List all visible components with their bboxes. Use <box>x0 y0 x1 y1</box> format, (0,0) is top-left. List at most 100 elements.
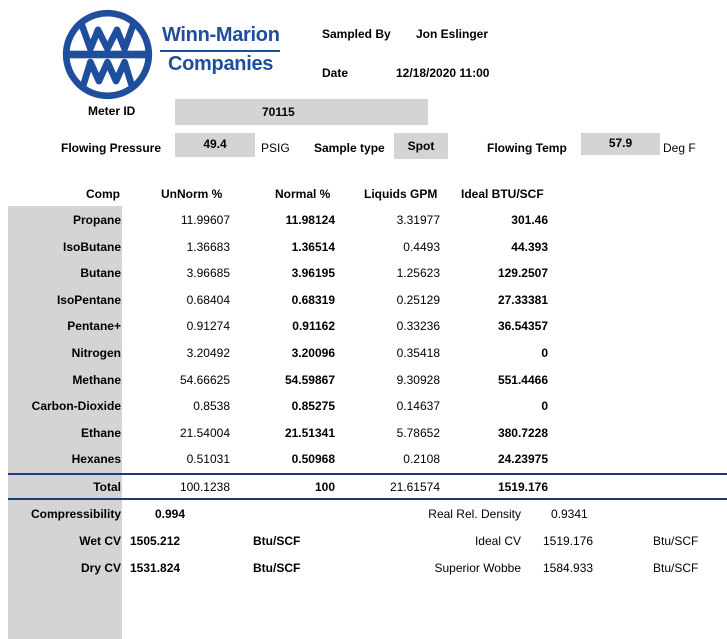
unnorm-value: 0.51031 <box>186 452 230 467</box>
component-name: Hexanes <box>71 452 121 467</box>
normal-value: 0.85275 <box>291 399 335 414</box>
component-name: IsoButane <box>62 239 121 254</box>
superior-wobbe-value: 1584.933 <box>543 561 594 575</box>
real-rel-density-label: Real Rel. Density <box>428 507 521 521</box>
component-name: Butane <box>80 266 121 281</box>
ideal-cv-value: 1519.176 <box>543 534 594 548</box>
component-name: Nitrogen <box>71 346 121 360</box>
liquids-gpm-value: 9.30928 <box>396 372 440 387</box>
date-label: Date <box>322 66 349 80</box>
sample-type-value: Spot <box>394 133 448 159</box>
total-liquids-gpm: 21.61574 <box>389 480 440 494</box>
normal-value: 21.51341 <box>284 425 335 440</box>
header-comp: Comp <box>86 187 120 201</box>
normal-value: 0.68319 <box>291 292 335 307</box>
table-row: Ethane 21.54004 21.51341 5.78652 380.7228 <box>0 420 727 446</box>
compressibility-value: 0.994 <box>155 507 186 521</box>
component-name: Ethane <box>80 425 121 440</box>
total-row: Total 100.1238 100 21.61574 1519.176 <box>0 474 727 500</box>
company-name-underline <box>160 50 280 52</box>
meter-id-field: 70115 <box>175 99 428 125</box>
liquids-gpm-value: 0.35418 <box>396 346 440 360</box>
table-row: Pentane+ 0.91274 0.91162 0.33236 36.54357 <box>0 313 727 339</box>
liquids-gpm-value: 0.4493 <box>403 239 440 254</box>
total-label: Total <box>93 480 121 494</box>
normal-value: 0.91162 <box>292 319 335 334</box>
ideal-btu-value: 551.4466 <box>497 372 548 387</box>
company-name-line1: Winn-Marion <box>162 24 280 46</box>
normal-value: 3.96195 <box>291 266 335 281</box>
unnorm-value: 54.66625 <box>179 372 230 387</box>
wet-cv-label: Wet CV <box>79 534 121 548</box>
wet-cv-value: 1505.212 <box>130 534 181 548</box>
compressibility-label: Compressibility <box>30 507 121 521</box>
total-bottom-rule <box>8 498 727 500</box>
normal-value: 3.20096 <box>291 346 335 360</box>
total-top-rule <box>8 473 727 475</box>
unnorm-value: 0.8538 <box>193 399 230 414</box>
ideal-btu-value: 0 <box>541 346 548 360</box>
ideal-btu-value: 44.393 <box>511 239 548 254</box>
meter-id-label: Meter ID <box>88 104 136 118</box>
superior-wobbe-label: Superior Wobbe <box>434 561 522 575</box>
table-row: Butane 3.96685 3.96195 1.25623 129.2507 <box>0 260 727 286</box>
table-row: Nitrogen 3.20492 3.20096 0.35418 0 <box>0 340 727 366</box>
ideal-btu-value: 36.54357 <box>497 319 548 334</box>
sampled-by-value: Jon Eslinger <box>416 27 489 41</box>
liquids-gpm-value: 5.78652 <box>396 425 440 440</box>
real-rel-density-value: 0.9341 <box>551 507 588 521</box>
temp-unit: Deg F <box>663 141 696 155</box>
component-column-background <box>8 206 122 639</box>
component-name: Pentane+ <box>67 319 121 334</box>
ideal-cv-unit: Btu/SCF <box>653 534 699 548</box>
header-liquids-gpm: Liquids GPM <box>364 187 438 201</box>
normal-value: 11.98124 <box>285 213 335 227</box>
company-logo <box>62 9 153 100</box>
component-name: IsoPentane <box>56 292 121 307</box>
ideal-btu-value: 24.23975 <box>497 452 548 467</box>
sample-type-label: Sample type <box>314 141 385 155</box>
flowing-temp-label: Flowing Temp <box>487 141 567 155</box>
header-ideal-btu: Ideal BTU/SCF <box>461 187 544 201</box>
flowing-pressure-label: Flowing Pressure <box>61 141 162 155</box>
table-row: Carbon-Dioxide 0.8538 0.85275 0.14637 0 <box>0 393 727 419</box>
table-row: Propane 11.99607 11.98124 3.31977 301.46 <box>0 207 727 233</box>
header-normal: Normal % <box>275 187 331 201</box>
unnorm-value: 3.20492 <box>186 346 230 360</box>
unnorm-value: 0.91274 <box>186 319 230 334</box>
flowing-pressure-value: 49.4 <box>175 133 255 157</box>
superior-wobbe-unit: Btu/SCF <box>653 561 699 575</box>
flowing-temp-value: 57.9 <box>581 133 660 155</box>
liquids-gpm-value: 0.25129 <box>396 292 440 307</box>
ideal-cv-label: Ideal CV <box>474 534 521 548</box>
unnorm-value: 1.36683 <box>186 239 230 254</box>
table-row: Methane 54.66625 54.59867 9.30928 551.4466 <box>0 367 727 393</box>
liquids-gpm-value: 1.25623 <box>396 266 440 281</box>
component-name: Carbon-Dioxide <box>31 399 121 414</box>
unnorm-value: 0.68404 <box>186 292 230 307</box>
normal-value: 0.50968 <box>291 452 335 467</box>
component-name: Propane <box>72 213 121 227</box>
total-unnorm: 100.1238 <box>179 480 230 494</box>
dry-cv-value: 1531.824 <box>130 561 181 575</box>
ideal-btu-value: 380.7228 <box>497 425 548 440</box>
ideal-btu-value: 129.2507 <box>497 266 548 281</box>
unnorm-value: 3.96685 <box>186 266 230 281</box>
table-row: IsoButane 1.36683 1.36514 0.4493 44.393 <box>0 234 727 260</box>
table-row: IsoPentane 0.68404 0.68319 0.25129 27.33381 <box>0 287 727 313</box>
meter-id-value: 70115 <box>262 105 295 119</box>
dry-cv-label: Dry CV <box>80 561 121 575</box>
ideal-btu-value: 0 <box>541 399 548 414</box>
company-name-line2: Companies <box>168 53 274 75</box>
ideal-btu-value: 301.46 <box>511 213 548 227</box>
component-name: Methane <box>72 372 121 387</box>
sampled-by-label: Sampled By <box>322 27 391 41</box>
unnorm-value: 11.99607 <box>180 213 230 227</box>
pressure-unit: PSIG <box>261 141 290 155</box>
unnorm-value: 21.54004 <box>179 425 230 440</box>
dry-cv-unit: Btu/SCF <box>253 561 301 575</box>
liquids-gpm-value: 3.31977 <box>396 213 440 227</box>
normal-value: 54.59867 <box>284 372 335 387</box>
wet-cv-unit: Btu/SCF <box>253 534 301 548</box>
liquids-gpm-value: 0.2108 <box>403 452 440 467</box>
